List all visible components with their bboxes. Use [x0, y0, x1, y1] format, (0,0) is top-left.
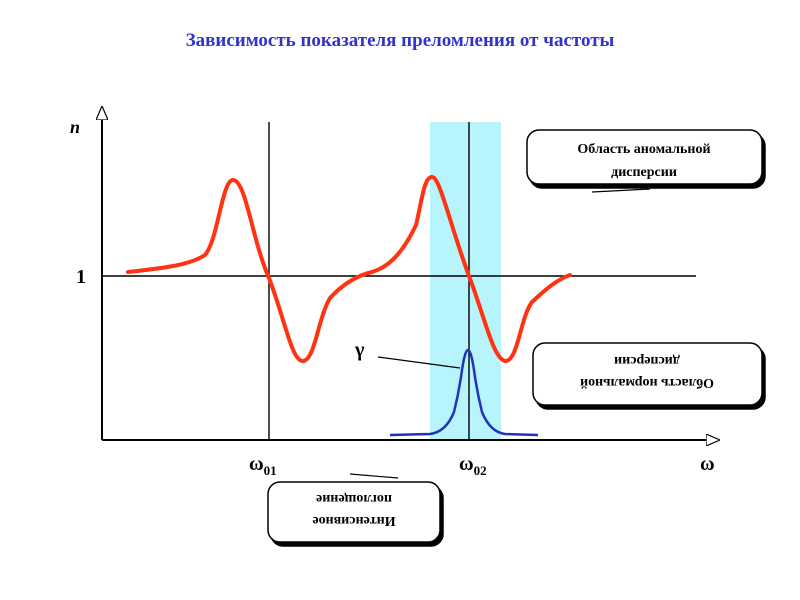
anomalous-callout-pointer [591, 188, 651, 193]
anomalous-dispersion-callout: Область аномальной дисперсии [526, 129, 763, 185]
anomalous-callout-line1: Область аномальной [577, 142, 710, 157]
absorption-callout-line2: поглощение [316, 491, 392, 506]
normal-dispersion-callout: Область нормальной дисперсии [532, 342, 763, 406]
omega02-subscript: 02 [474, 463, 487, 478]
gamma-pointer [377, 356, 461, 369]
unity-label: 1 [76, 266, 86, 288]
omega01-label: ω01 [249, 453, 277, 478]
absorption-curve [389, 348, 539, 437]
absorption-callout: Интенсивное поглощение [267, 481, 441, 543]
x-axis-label: ω [700, 453, 715, 475]
absorption-band [430, 122, 501, 440]
omega02-symbol: ω [459, 453, 474, 475]
diagram-title: Зависимость показателя преломления от ча… [185, 30, 615, 51]
gamma-symbol: γ [354, 339, 365, 361]
omega01-symbol: ω [249, 453, 264, 475]
absorption-callout-line1: Интенсивное [312, 513, 395, 528]
normal-callout-line2: дисперсии [614, 353, 680, 368]
omega02-label: ω02 [459, 453, 487, 478]
gamma-label: γ [354, 339, 365, 361]
dispersion-curve [126, 175, 572, 363]
absorption-callout-pointer [349, 473, 399, 479]
anomalous-callout-line2: дисперсии [611, 165, 677, 180]
normal-callout-line1: Область нормальной [580, 375, 714, 390]
omega01-subscript: 01 [264, 463, 277, 478]
y-axis-label: n [70, 117, 80, 137]
